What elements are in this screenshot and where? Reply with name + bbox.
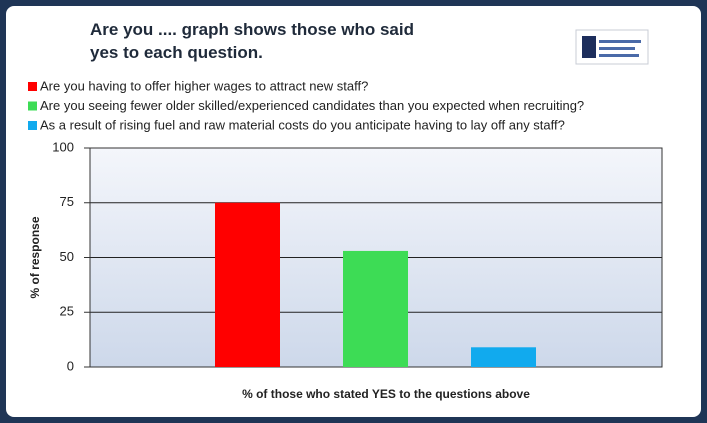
bar — [215, 202, 280, 367]
legend-swatch — [28, 121, 37, 130]
bar — [471, 347, 536, 367]
y-tick-label: 0 — [67, 358, 74, 373]
legend-label: Are you having to offer higher wages to … — [40, 78, 368, 93]
legend-swatch — [28, 101, 37, 111]
y-tick-label: 75 — [60, 194, 74, 209]
y-axis-label: % of response — [28, 216, 42, 298]
bar — [343, 250, 408, 367]
legend-swatch — [28, 82, 37, 91]
y-tick-label: 50 — [60, 249, 74, 264]
y-tick-label: 100 — [52, 139, 74, 154]
x-axis-label: % of those who stated YES to the questio… — [242, 387, 530, 401]
chart-title: Are you .... graph shows those who said … — [90, 20, 414, 62]
y-tick-label: 25 — [60, 304, 74, 319]
legend-label: Are you seeing fewer older skilled/exper… — [40, 98, 584, 113]
legend-label: As a result of rising fuel and raw mater… — [40, 117, 565, 132]
logo — [575, 29, 649, 65]
